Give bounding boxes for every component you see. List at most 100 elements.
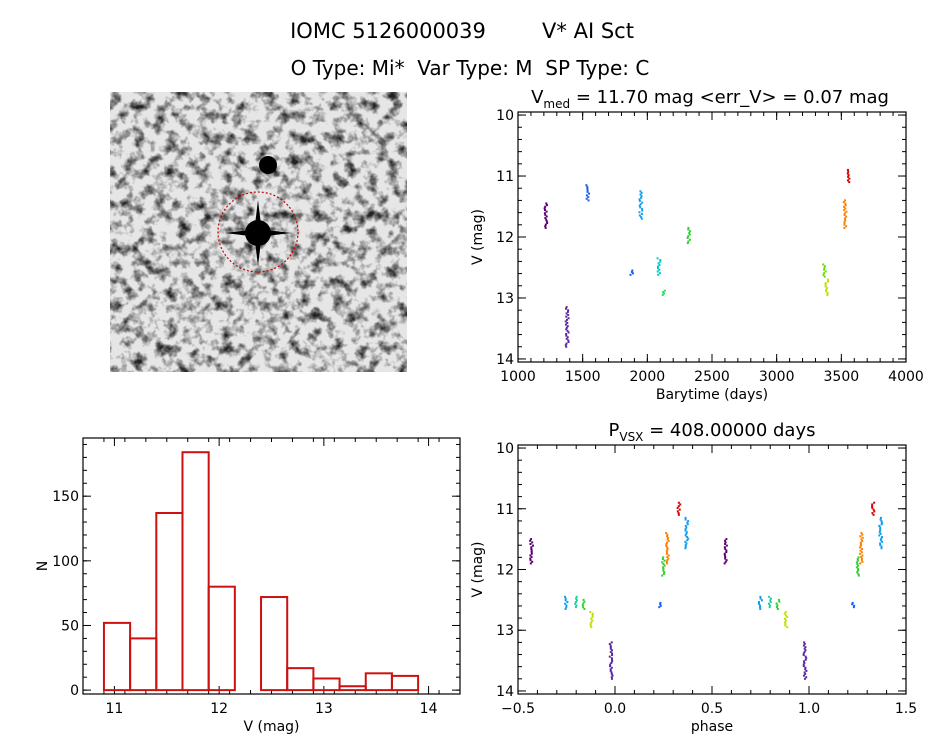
data-point <box>662 556 665 559</box>
data-point <box>760 599 763 602</box>
figure-subtitle-types: O Type: Mi* Var Type: M SP Type: C <box>291 56 650 80</box>
data-point <box>880 520 883 523</box>
data-point <box>610 676 613 679</box>
data-point <box>574 606 577 609</box>
data-point <box>611 652 614 655</box>
data-point <box>656 270 659 273</box>
data-point <box>767 602 770 605</box>
data-point <box>641 201 644 204</box>
data-point <box>666 556 669 559</box>
x-tick-label: −0.5 <box>501 701 535 717</box>
data-point <box>803 671 806 674</box>
data-point <box>878 531 881 534</box>
figure-title-id: IOMC 5126000039 <box>290 19 486 43</box>
data-point <box>564 607 567 610</box>
data-point <box>825 290 828 293</box>
series-s1 <box>529 538 534 565</box>
data-point <box>638 198 641 201</box>
data-point <box>663 571 666 574</box>
x-tick-label: 13 <box>315 701 333 717</box>
data-point <box>878 534 881 537</box>
data-point <box>656 257 659 260</box>
x-tick-label: 12 <box>210 701 228 717</box>
y-tick-label: 100 <box>52 554 79 570</box>
histogram-plot: 11 12 13 14 0 50 100 150 V (mag) N <box>35 437 461 735</box>
data-point <box>544 223 547 226</box>
data-point <box>823 272 826 275</box>
series-s4 <box>581 598 586 610</box>
histogram-bar <box>155 511 184 692</box>
data-point <box>855 561 858 564</box>
data-point <box>565 328 568 331</box>
x-tick-label: 1.5 <box>895 701 917 717</box>
data-point <box>591 612 594 615</box>
data-point <box>845 215 848 218</box>
data-point <box>564 323 567 326</box>
data-point <box>689 230 692 233</box>
data-point <box>530 552 533 555</box>
y-tick-label: 14 <box>496 352 514 368</box>
data-point <box>638 204 641 207</box>
data-point <box>662 569 665 572</box>
data-point <box>565 606 568 609</box>
target-star-spikes <box>225 200 291 266</box>
data-point <box>802 674 805 677</box>
data-point <box>857 564 860 567</box>
data-point <box>591 616 594 619</box>
data-point <box>610 677 613 680</box>
data-point <box>860 532 863 535</box>
data-point <box>564 307 567 310</box>
data-point <box>611 654 614 657</box>
data-point <box>611 649 614 652</box>
data-point <box>529 539 532 542</box>
data-point <box>881 540 884 543</box>
data-point <box>587 196 590 199</box>
data-point <box>784 624 787 627</box>
data-point <box>843 209 846 212</box>
data-point <box>667 554 670 557</box>
data-point <box>659 603 662 606</box>
data-point <box>639 190 642 193</box>
data-point <box>684 545 687 548</box>
data-point <box>543 212 546 215</box>
data-point <box>684 524 687 527</box>
data-point <box>530 551 533 554</box>
histogram-bar <box>286 667 315 692</box>
data-point <box>769 600 772 603</box>
series-s14 <box>767 595 772 609</box>
data-point <box>544 225 547 228</box>
data-point <box>803 641 806 644</box>
data-point <box>610 641 613 644</box>
data-point <box>566 325 569 328</box>
x-tick-label: 14 <box>420 701 438 717</box>
data-point <box>530 538 533 541</box>
data-point <box>590 621 593 624</box>
data-point <box>687 226 690 229</box>
data-point <box>574 602 577 605</box>
data-point <box>804 668 807 671</box>
data-point <box>777 598 780 601</box>
data-point <box>759 606 762 609</box>
histogram-bar <box>364 672 393 692</box>
x-tick-label: 0.0 <box>604 701 626 717</box>
data-point <box>585 197 588 200</box>
data-point <box>545 220 548 223</box>
data-point <box>856 558 859 561</box>
data-point <box>847 170 850 173</box>
data-point <box>861 560 864 563</box>
title-subscript: VSX <box>619 430 643 444</box>
data-point <box>871 505 874 508</box>
data-point <box>724 542 727 545</box>
data-point <box>826 293 829 296</box>
data-point <box>566 336 569 339</box>
data-point <box>586 190 589 193</box>
histogram-bar <box>338 685 367 692</box>
data-point <box>609 647 612 650</box>
data-point <box>608 655 611 658</box>
data-point <box>879 539 882 542</box>
y-axis-label: V (mag) <box>470 541 486 597</box>
data-point <box>759 597 762 600</box>
data-point <box>564 599 567 602</box>
data-point <box>880 521 883 524</box>
data-point <box>879 526 882 529</box>
